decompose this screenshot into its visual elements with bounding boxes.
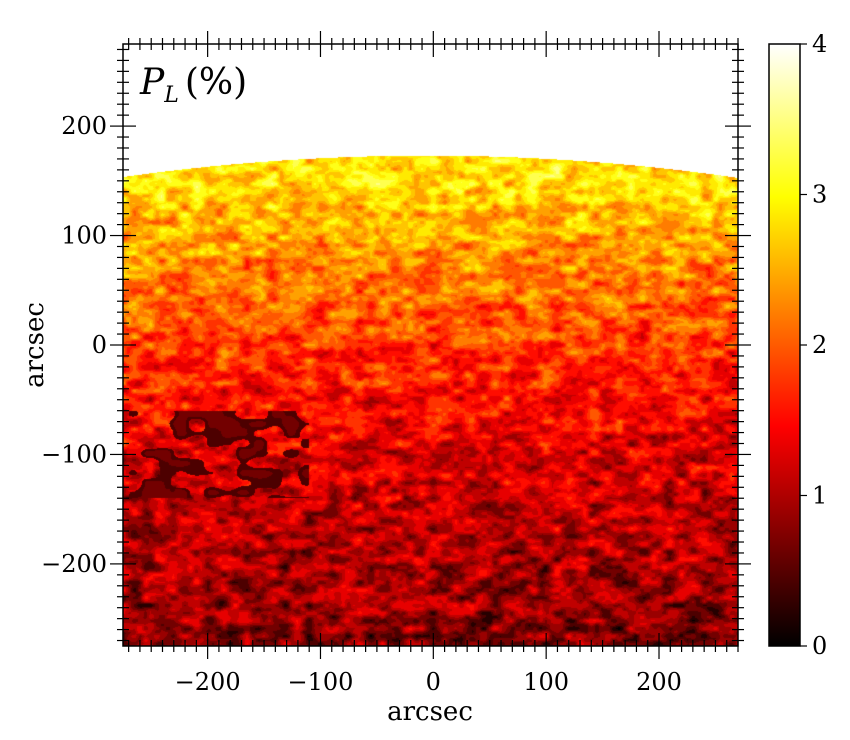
panel-label-unit: (%) — [185, 62, 247, 103]
x-tick-label: 0 — [426, 668, 441, 696]
x-tick-label: 200 — [636, 668, 682, 696]
axis-ticks — [110, 31, 751, 659]
colorbar-tick-label: 1 — [812, 482, 827, 510]
colorbar-tick-label: 2 — [812, 331, 827, 359]
y-tick-labels: −200 −100 0 100 200 — [41, 112, 107, 578]
y-tick-label: 200 — [61, 112, 107, 140]
y-tick-label: 100 — [61, 222, 107, 250]
panel-label-subscript: L — [163, 83, 179, 108]
polarization-heatmap — [123, 44, 738, 646]
colorbar-ticks: 0 1 2 3 4 — [800, 30, 827, 660]
y-tick-label: −100 — [41, 440, 107, 468]
x-tick-labels: −200 −100 0 100 200 — [175, 668, 682, 696]
x-tick-label: 100 — [523, 668, 569, 696]
colorbar-tick-label: 4 — [812, 30, 827, 58]
panel-label-symbol: P — [139, 62, 165, 103]
x-axis-label: arcsec — [387, 697, 473, 727]
y-axis-label: arcsec — [20, 302, 50, 388]
panel-label: PL (%) — [139, 62, 247, 108]
plot-area — [123, 44, 738, 646]
x-tick-label: −200 — [175, 668, 241, 696]
x-tick-label: −100 — [288, 668, 354, 696]
colorbar: 0 1 2 3 4 — [768, 30, 827, 660]
y-tick-label: −200 — [41, 550, 107, 578]
colorbar-tick-label: 3 — [812, 181, 827, 209]
y-tick-label: 0 — [92, 331, 107, 359]
colorbar-fill — [768, 43, 801, 647]
colorbar-tick-label: 0 — [812, 632, 827, 660]
